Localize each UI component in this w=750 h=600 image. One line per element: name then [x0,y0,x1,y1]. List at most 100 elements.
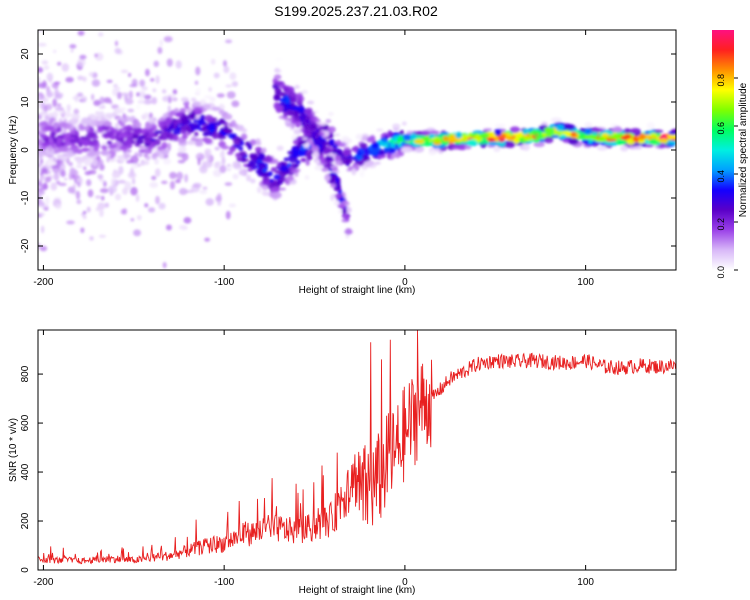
spectrogram-cell [133,229,142,237]
spectrogram-cell [195,66,201,76]
snr-panel: -200 -100 0 100 0 200 400 600 800 Height of str… [8,329,677,596]
spectrogram-cell [615,139,626,146]
spectrogram-cell [226,165,233,170]
spectrogram-cell [649,132,658,138]
spectrogram-cell [82,76,87,82]
spectrogram-cell [151,175,157,181]
spectrogram-cell [44,125,53,131]
spectrogram-cell [307,100,315,105]
spectrogram-cell [313,142,323,147]
spectrogram-cell [195,152,205,161]
spectrogram-cell [47,145,53,152]
spectrogram-cell [86,206,91,213]
spectrogram-cell [114,47,121,54]
spectrogram-cell [225,210,231,220]
spectrogram-cell [69,139,79,144]
spectrogram-cell [209,96,216,103]
spectrogram-cell [154,130,164,134]
spectrogram-cell [46,103,53,111]
spectrogram-cell [144,68,150,77]
spectrogram-cell [116,155,125,159]
spectrogram-cell [177,151,186,158]
spectrogram-cell [255,142,262,146]
spectrogram-cell [124,181,132,191]
spectrogram-cell [488,141,499,146]
spectrogram-cell [167,142,172,152]
spectrogram-cell [413,138,425,145]
spectrogram-cell [81,96,88,102]
spectrogram-cell [190,97,197,102]
spectrogram-cell [180,97,189,103]
spectrogram-cell [130,163,138,169]
spectrogram-cell [494,123,506,128]
spectrogram-cell [555,124,565,131]
spectrogram-cell [292,149,299,155]
spectrogram-cell [155,75,160,84]
spectrogram-cell [149,77,155,82]
spectrogram-cell [505,140,516,148]
spectrogram-cell [250,178,256,184]
spectrogram-cell [139,79,146,87]
spectrogram-cell [138,90,146,98]
colorbar-tick-label: 0.4 [716,170,726,183]
spectrogram-cell [87,152,96,157]
spectrogram-y-ticks: -20 -10 0 10 20 [20,48,676,253]
spectrogram-cell [65,76,74,83]
spectrogram-cell [276,104,284,112]
spectrogram-cell [288,91,297,98]
spectrogram-cell [326,155,334,161]
spectrogram-cell [182,135,189,139]
x-tick-label: -100 [214,577,234,588]
spectrogram-cell [159,136,169,141]
spectrogram-cell [88,170,93,175]
spectrogram-cell [335,155,341,161]
spectrogram-cell [190,113,196,120]
spectrogram-cell [290,96,297,104]
spectrogram-cell [345,233,350,239]
spectrogram-cell [213,162,220,169]
spectrogram-cell [114,107,121,115]
spectrogram-cell [261,190,268,195]
spectrogram-cell [82,210,87,215]
spectrogram-cell [307,138,313,144]
spectrogram-cell [328,153,337,157]
spectrogram-cell [72,183,76,189]
spectrogram-cell [166,58,173,67]
spectrogram-cell [319,122,328,126]
spectrogram-cell [98,234,107,238]
spectrogram-cell [205,198,214,206]
spectrogram-cell [44,115,51,121]
spectrogram-cell [428,130,440,135]
spectrogram-cell [192,182,202,188]
spectrogram-cell [48,157,55,161]
spectrogram-cell [345,214,350,221]
spectrogram-cell [233,137,241,145]
spectrogram-cell [148,207,156,213]
spectrogram-cell [101,117,107,121]
spectrogram-cell [564,124,576,131]
spectrogram-cell [294,84,300,90]
spectrogram-cell [231,81,239,87]
spectrogram-cell [341,200,349,204]
spectrogram-cell [70,113,76,118]
spectrogram-cell [335,149,343,155]
spectrogram-cell [223,113,233,120]
spectrogram-cell [39,111,48,116]
spectrogram-cell [442,135,449,142]
spectrogram-cell [186,140,196,145]
spectrogram-cell [53,172,60,181]
spectrogram-cell [110,135,117,140]
spectrogram-cell [263,155,273,163]
y-tick-label: 0 [20,567,31,573]
spectrogram-cell [44,168,48,175]
spectrogram-cell [178,188,188,195]
colorbar: 0.0 0.2 0.4 0.6 0.8 Normalized spectral ampl… [712,30,749,279]
spectrogram-cell [229,145,236,152]
spectrogram-cell [478,132,490,139]
spectrogram-cell [77,57,86,67]
spectrogram-cell [38,189,45,195]
spectrogram-cell [330,183,337,188]
snr-x-ticks: -200 -100 0 100 [33,330,594,588]
spectrogram-cell [59,141,66,147]
